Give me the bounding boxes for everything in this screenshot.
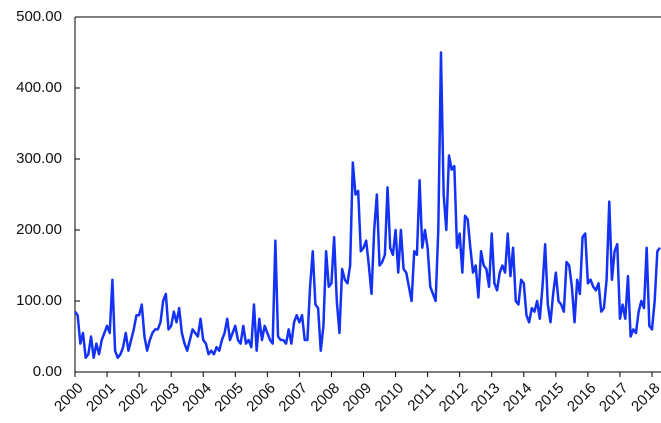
x-tick-label: 2002	[115, 380, 151, 416]
x-tick-label: 2014	[500, 380, 536, 416]
data-line	[74, 51, 661, 360]
x-tick-label: 2011	[404, 380, 439, 415]
x-tick-label: 2000	[51, 380, 87, 416]
x-tick-label: 2018	[628, 380, 661, 416]
x-tick-label: 2006	[243, 380, 279, 416]
x-tick-label: 2017	[596, 380, 632, 416]
y-tick-label: 300.00	[16, 150, 62, 167]
y-tick-label: 500.00	[16, 8, 62, 25]
x-tick-label: 2012	[436, 380, 472, 416]
y-tick-label: 200.00	[16, 221, 62, 238]
x-tick-label: 2009	[340, 380, 376, 416]
y-tick-label: 100.00	[16, 292, 62, 309]
x-tick-label: 2008	[307, 380, 343, 416]
x-tick-label: 2005	[211, 380, 247, 416]
x-tick-label: 2015	[532, 380, 568, 416]
y-tick-label: 400.00	[16, 79, 62, 96]
x-tick-label: 2004	[179, 380, 215, 416]
x-tick-label: 2016	[564, 380, 600, 416]
x-tick-label: 2010	[372, 380, 408, 416]
x-tick-label: 2003	[147, 380, 183, 416]
x-tick-label: 2013	[468, 380, 504, 416]
x-tick-label: 2007	[275, 380, 311, 416]
x-tick-label: 2001	[83, 380, 119, 416]
y-tick-label: 0.00	[33, 363, 62, 380]
